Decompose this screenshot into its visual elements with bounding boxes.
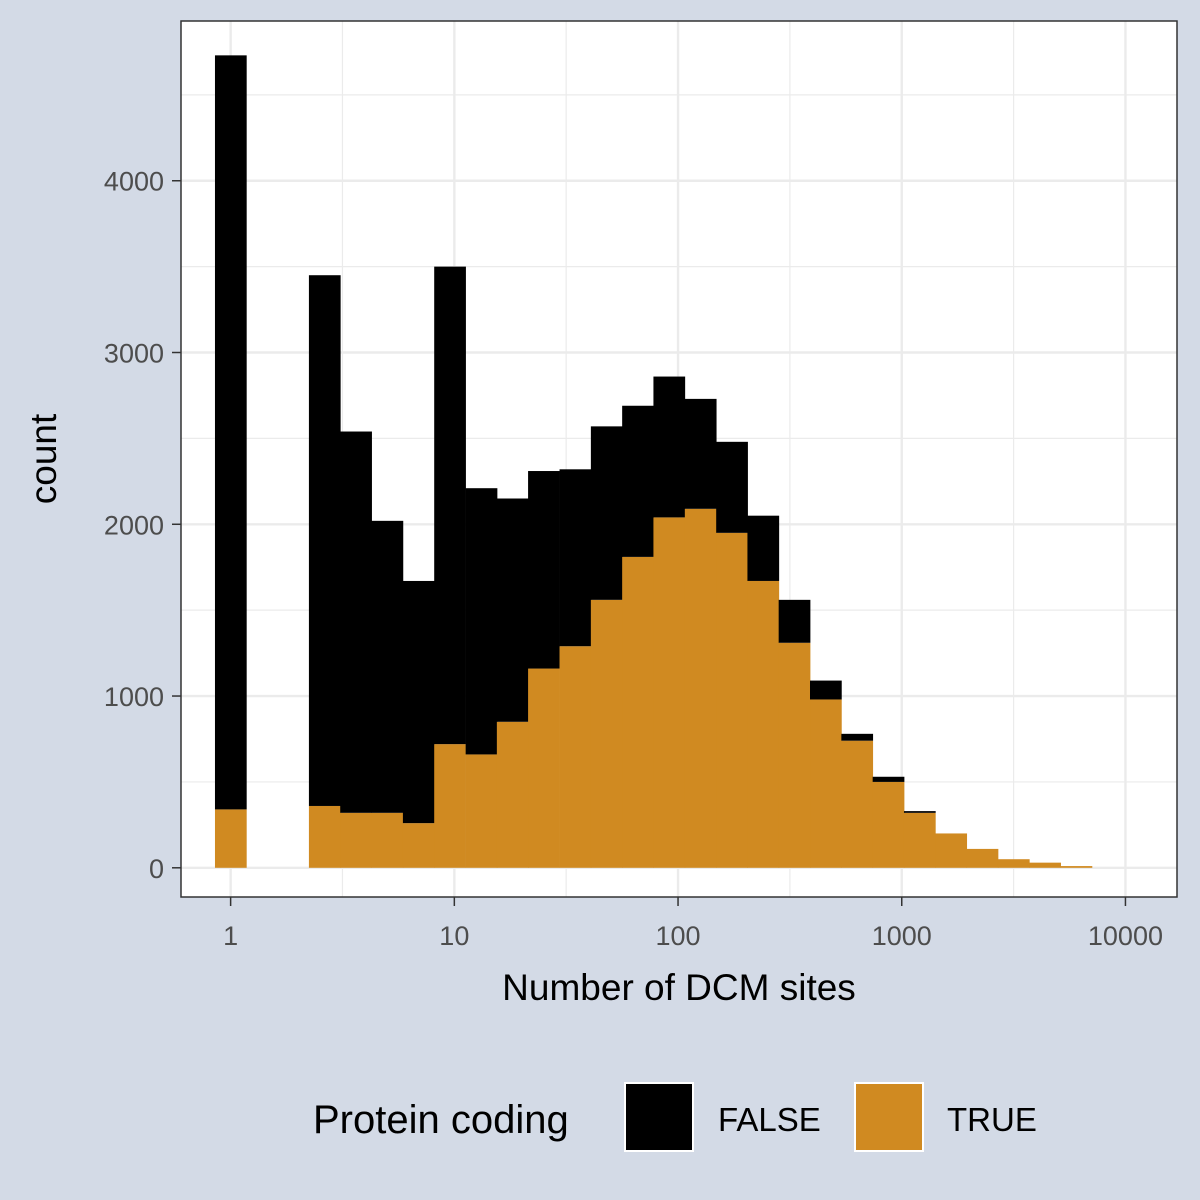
x-tick-label: 100 bbox=[656, 921, 701, 951]
bar-true bbox=[684, 508, 717, 868]
x-tick-label: 10 bbox=[439, 921, 469, 951]
bar-false bbox=[716, 441, 748, 533]
bar-true bbox=[778, 642, 811, 868]
bar-false bbox=[684, 398, 717, 509]
bar-false bbox=[465, 488, 498, 755]
bar-true bbox=[1060, 866, 1093, 868]
legend-title: Protein coding bbox=[313, 1098, 569, 1142]
bars bbox=[214, 55, 1093, 868]
bar-false bbox=[590, 426, 623, 600]
y-tick-label: 3000 bbox=[104, 339, 164, 369]
legend-key-false bbox=[624, 1082, 694, 1152]
bar-false bbox=[214, 55, 247, 810]
bar-false bbox=[402, 580, 435, 824]
x-tick-label: 1000 bbox=[872, 921, 932, 951]
panel-border bbox=[180, 20, 1178, 898]
bar-true bbox=[653, 517, 686, 868]
axes: 1 10 100 1000 10000 0 1000 2000 3000 4000 bbox=[104, 167, 1163, 951]
x-tick-label: 10000 bbox=[1088, 921, 1163, 951]
bar-true bbox=[528, 668, 560, 868]
bar-false bbox=[559, 469, 592, 647]
x-axis-title: Number of DCM sites bbox=[502, 967, 856, 1008]
bar-true bbox=[903, 812, 936, 868]
bar-false bbox=[340, 431, 372, 813]
bar-false bbox=[496, 498, 529, 722]
bar-true bbox=[966, 848, 999, 868]
bar-true bbox=[810, 699, 842, 868]
bar-true bbox=[496, 721, 529, 868]
y-tick-label: 0 bbox=[149, 854, 164, 884]
bar-false bbox=[747, 515, 780, 581]
bar-true bbox=[997, 859, 1030, 868]
bar-false bbox=[434, 266, 466, 745]
y-tick-label: 4000 bbox=[104, 167, 164, 197]
bar-false bbox=[371, 520, 404, 813]
bar-true bbox=[371, 812, 404, 868]
legend-label-false: FALSE bbox=[718, 1101, 821, 1138]
x-tick-label: 1 bbox=[223, 921, 238, 951]
legend: Protein coding FALSE TRUE bbox=[313, 1082, 1037, 1152]
bar-false bbox=[308, 275, 341, 806]
bar-false bbox=[903, 811, 936, 813]
bar-true bbox=[559, 646, 592, 868]
legend-key-true bbox=[854, 1082, 924, 1152]
bar-false bbox=[841, 733, 874, 741]
bar-true bbox=[340, 812, 372, 868]
y-tick-label: 1000 bbox=[104, 682, 164, 712]
y-tick-label: 2000 bbox=[104, 510, 164, 540]
bar-false bbox=[810, 680, 842, 700]
bar-true bbox=[872, 781, 905, 868]
bar-true bbox=[1029, 862, 1061, 868]
legend-label-true: TRUE bbox=[947, 1101, 1037, 1138]
bar-true bbox=[434, 744, 466, 868]
bar-true bbox=[308, 805, 341, 868]
bar-false bbox=[872, 776, 905, 782]
bar-true bbox=[622, 556, 654, 868]
bar-true bbox=[716, 532, 748, 868]
bar-false bbox=[778, 599, 811, 643]
y-axis-title: count bbox=[23, 413, 64, 504]
bar-false bbox=[622, 405, 654, 557]
bar-false bbox=[653, 376, 686, 518]
bar-true bbox=[465, 754, 498, 868]
bar-true bbox=[747, 580, 780, 868]
bar-true bbox=[402, 823, 435, 868]
bar-false bbox=[528, 471, 560, 669]
bar-true bbox=[214, 809, 247, 868]
bar-true bbox=[590, 599, 623, 868]
bar-true bbox=[935, 833, 968, 868]
bar-true bbox=[841, 740, 874, 868]
